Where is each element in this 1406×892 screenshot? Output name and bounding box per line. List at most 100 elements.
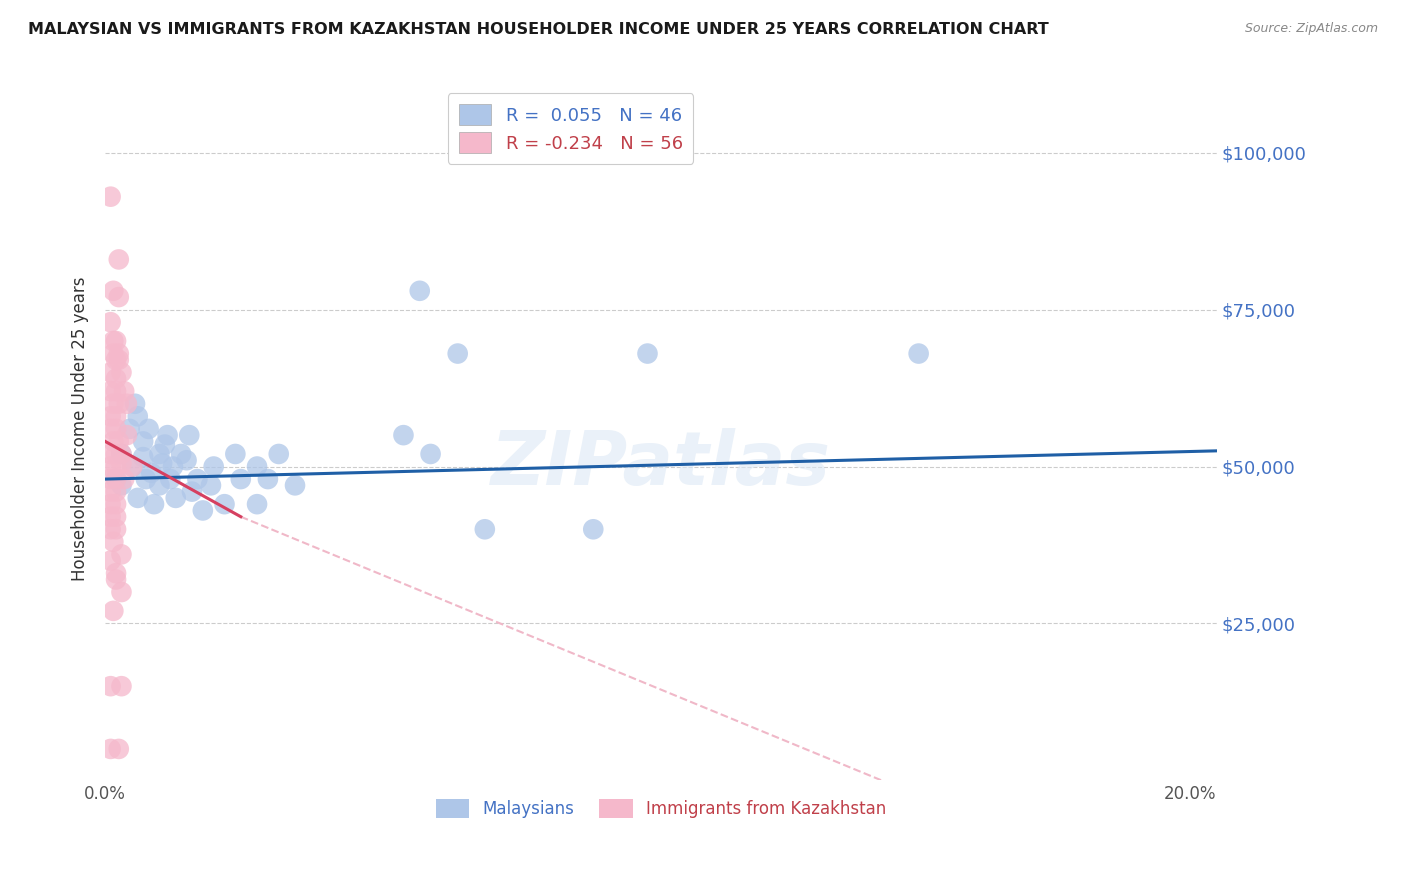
- Point: [224, 447, 246, 461]
- Point: [267, 447, 290, 461]
- Point: [100, 484, 122, 499]
- Point: [246, 459, 269, 474]
- Point: [148, 478, 170, 492]
- Point: [392, 428, 415, 442]
- Point: [115, 397, 138, 411]
- Point: [105, 472, 128, 486]
- Point: [105, 566, 128, 581]
- Point: [103, 334, 125, 348]
- Point: [110, 365, 132, 379]
- Point: [135, 472, 157, 486]
- Point: [447, 346, 470, 360]
- Point: [100, 554, 122, 568]
- Point: [179, 428, 201, 442]
- Point: [110, 679, 132, 693]
- Point: [100, 422, 122, 436]
- Point: [150, 456, 173, 470]
- Point: [105, 372, 128, 386]
- Point: [110, 478, 132, 492]
- Point: [110, 548, 132, 562]
- Point: [156, 428, 179, 442]
- Point: [100, 509, 122, 524]
- Point: [110, 585, 132, 599]
- Point: [229, 472, 252, 486]
- Point: [107, 742, 129, 756]
- Point: [105, 384, 128, 399]
- Point: [100, 679, 122, 693]
- Point: [100, 189, 122, 203]
- Point: [170, 447, 193, 461]
- Point: [165, 491, 187, 505]
- Point: [100, 522, 122, 536]
- Point: [107, 252, 129, 267]
- Point: [105, 472, 128, 486]
- Point: [181, 484, 204, 499]
- Point: [107, 290, 129, 304]
- Point: [143, 497, 166, 511]
- Point: [637, 346, 659, 360]
- Point: [110, 447, 132, 461]
- Point: [419, 447, 441, 461]
- Point: [186, 472, 208, 486]
- Point: [138, 422, 160, 436]
- Point: [100, 409, 122, 424]
- Point: [103, 534, 125, 549]
- Point: [110, 447, 132, 461]
- Point: [103, 284, 125, 298]
- Point: [105, 522, 128, 536]
- Point: [148, 447, 170, 461]
- Point: [105, 573, 128, 587]
- Point: [100, 447, 122, 461]
- Point: [409, 284, 432, 298]
- Point: [105, 422, 128, 436]
- Point: [907, 346, 929, 360]
- Point: [153, 437, 176, 451]
- Point: [141, 466, 163, 480]
- Point: [100, 365, 122, 379]
- Point: [103, 604, 125, 618]
- Point: [100, 742, 122, 756]
- Point: [107, 397, 129, 411]
- Point: [103, 434, 125, 449]
- Point: [100, 472, 122, 486]
- Point: [127, 491, 149, 505]
- Y-axis label: Householder Income Under 25 years: Householder Income Under 25 years: [72, 277, 89, 581]
- Point: [105, 447, 128, 461]
- Point: [105, 334, 128, 348]
- Point: [124, 397, 146, 411]
- Text: Source: ZipAtlas.com: Source: ZipAtlas.com: [1244, 22, 1378, 36]
- Point: [105, 497, 128, 511]
- Point: [127, 409, 149, 424]
- Point: [474, 522, 496, 536]
- Point: [100, 459, 122, 474]
- Point: [103, 397, 125, 411]
- Point: [105, 409, 128, 424]
- Point: [105, 484, 128, 499]
- Point: [284, 478, 307, 492]
- Point: [118, 422, 141, 436]
- Point: [214, 497, 236, 511]
- Point: [100, 315, 122, 329]
- Point: [100, 497, 122, 511]
- Point: [105, 352, 128, 367]
- Point: [107, 434, 129, 449]
- Point: [582, 522, 605, 536]
- Point: [103, 346, 125, 360]
- Point: [115, 428, 138, 442]
- Point: [200, 478, 222, 492]
- Text: ZIPatlas: ZIPatlas: [491, 427, 831, 500]
- Point: [100, 384, 122, 399]
- Point: [121, 459, 143, 474]
- Point: [132, 450, 155, 464]
- Text: MALAYSIAN VS IMMIGRANTS FROM KAZAKHSTAN HOUSEHOLDER INCOME UNDER 25 YEARS CORREL: MALAYSIAN VS IMMIGRANTS FROM KAZAKHSTAN …: [28, 22, 1049, 37]
- Point: [202, 459, 225, 474]
- Point: [112, 472, 135, 486]
- Point: [107, 346, 129, 360]
- Point: [162, 459, 184, 474]
- Point: [105, 509, 128, 524]
- Point: [105, 459, 128, 474]
- Point: [176, 453, 198, 467]
- Point: [191, 503, 214, 517]
- Point: [159, 472, 181, 486]
- Point: [257, 472, 280, 486]
